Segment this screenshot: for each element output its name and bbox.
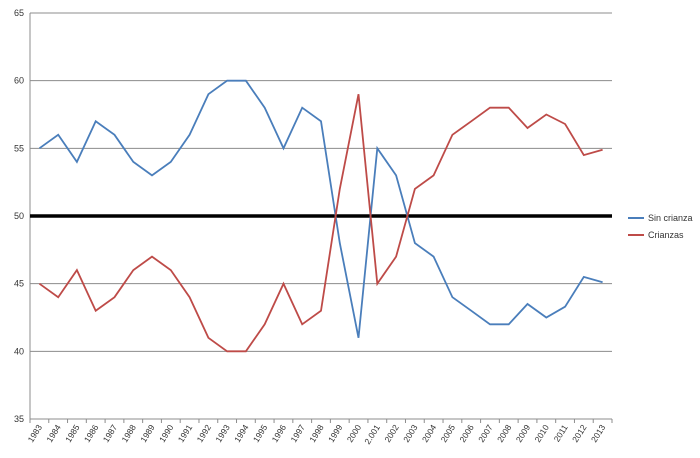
- x-tick-label: 2008: [495, 423, 514, 445]
- x-tick-label: 1991: [176, 423, 195, 445]
- x-tick-label: 1994: [232, 423, 251, 445]
- legend: Sin crianza Crianzas: [628, 213, 693, 240]
- x-tick-label: 1984: [44, 423, 63, 445]
- series-line-sin-crianza: [38, 79, 603, 338]
- x-tick-label: 2006: [457, 423, 476, 445]
- x-tick-label: 1996: [270, 423, 289, 445]
- x-tick-label: 1988: [119, 423, 138, 445]
- x-tick-label: 1990: [157, 423, 176, 445]
- series-line-crianzas: [38, 94, 603, 353]
- x-tick-label: 1993: [213, 423, 232, 445]
- x-tick-label: 2009: [514, 423, 533, 445]
- x-tick-label: 1992: [195, 423, 214, 445]
- x-tick-label: 2012: [570, 423, 589, 445]
- x-tick-label: 2000: [345, 423, 364, 445]
- y-tick-label: 65: [14, 8, 24, 18]
- x-tick-label: 1989: [138, 423, 157, 445]
- x-tick-label: 2.001: [362, 423, 382, 447]
- grid-lines: [30, 12, 612, 352]
- y-tick-label: 55: [14, 143, 24, 153]
- x-tick-label: 1986: [82, 423, 101, 445]
- x-tick-label: 1987: [101, 423, 120, 445]
- x-tick-label: 2003: [401, 423, 420, 445]
- x-tick-label: 1999: [326, 423, 345, 445]
- y-tick-label: 40: [14, 346, 24, 356]
- x-tick-label: 1997: [288, 423, 307, 445]
- y-tick-labels: 35 40 45 50 55 60 65: [14, 8, 24, 424]
- x-tick-label: 2007: [476, 423, 495, 445]
- y-tick-label: 45: [14, 279, 24, 289]
- y-tick-label: 60: [14, 76, 24, 86]
- x-tick-label: 2010: [532, 423, 551, 445]
- x-tick-label: 1985: [63, 423, 82, 445]
- axes: [29, 13, 613, 423]
- legend-label-crianzas: Crianzas: [648, 230, 684, 240]
- x-tick-label: 1998: [307, 423, 326, 445]
- x-tick-label: 2002: [382, 423, 401, 445]
- y-tick-label: 35: [14, 414, 24, 424]
- x-tick-label: 1983: [26, 423, 45, 445]
- x-tick-label: 2005: [439, 423, 458, 445]
- x-tick-label: 2013: [589, 423, 608, 445]
- x-tick-label: 2011: [552, 423, 570, 444]
- series-lines: [38, 79, 603, 353]
- x-tick-label: 2004: [420, 423, 439, 445]
- x-tick-labels: 1983 1984 1985 1986 1987 1988 1989 1990 1991 1992…: [26, 423, 608, 447]
- legend-label-sin-crianza: Sin crianza: [648, 213, 693, 223]
- x-tick-label: 1995: [251, 423, 270, 445]
- y-tick-label: 50: [14, 211, 24, 221]
